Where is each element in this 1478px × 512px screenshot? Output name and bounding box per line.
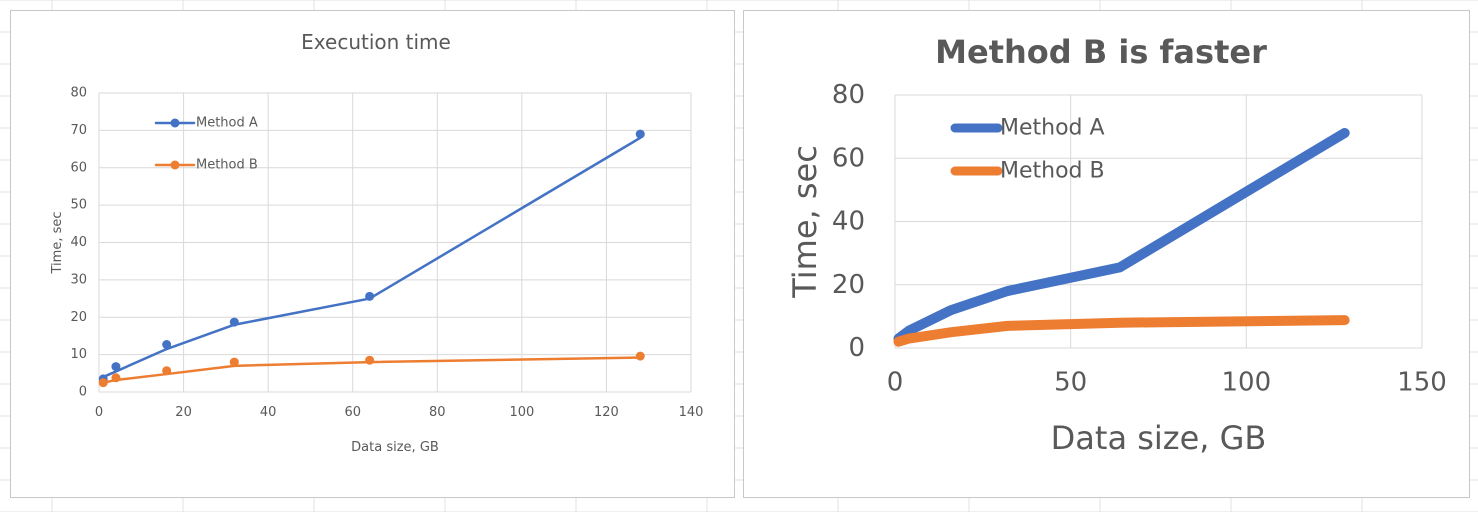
x-tick-label: 80 (429, 405, 446, 420)
data-point-method-a (162, 340, 172, 350)
x-tick-label: 50 (1054, 367, 1087, 397)
y-tick-label: 40 (70, 235, 87, 250)
legend-label-method-a: Method A (1000, 116, 1105, 141)
x-axis-label: Data size, GB (1051, 419, 1267, 457)
x-tick-label: 0 (887, 367, 904, 397)
y-tick-label: 20 (832, 270, 865, 300)
series-line-method-a (101, 136, 642, 379)
x-tick-label: 140 (679, 405, 704, 420)
y-tick-label: 50 (70, 198, 87, 213)
x-tick-label: 40 (260, 405, 277, 420)
y-tick-label: 80 (70, 86, 87, 101)
y-tick-label: 0 (79, 385, 87, 400)
legend-label-method-b: Method B (196, 158, 258, 173)
y-tick-label: 20 (70, 310, 87, 325)
series-line-method-a (893, 127, 1350, 344)
data-point-method-b (98, 378, 108, 388)
y-tick-label: 60 (70, 160, 87, 175)
legend-marker (170, 118, 180, 128)
data-point-method-b (365, 355, 375, 365)
y-tick-label: 30 (70, 272, 87, 287)
chart-execution-time[interactable]: 0 10 20 30 40 50 60 70 80 0 20 40 60 80 100 120 140 Execu… (10, 10, 735, 498)
x-tick-label: 100 (509, 405, 534, 420)
y-axis-label: Time, sec (50, 212, 65, 275)
x-tick-label: 0 (95, 405, 103, 420)
data-point-method-a (229, 317, 239, 327)
y-tick-label: 10 (70, 347, 87, 362)
y-tick-label: 40 (832, 207, 865, 237)
y-tick-label: 70 (70, 123, 87, 138)
legend-label-method-b: Method B (1000, 159, 1105, 184)
x-axis-label: Data size, GB (351, 440, 439, 455)
data-point-method-a (365, 291, 375, 301)
chart-method-b-faster[interactable]: 0 20 40 60 80 0 50 100 150 Method B is faster Data… (743, 10, 1470, 498)
y-tick-label: 60 (832, 143, 865, 173)
legend-label-method-a: Method A (196, 116, 258, 131)
data-point-method-a (635, 129, 645, 139)
data-point-method-a (111, 362, 121, 372)
y-axis-label: Time, sec (786, 145, 824, 299)
y-tick-label: 80 (832, 80, 865, 110)
x-tick-label: 60 (344, 405, 361, 420)
data-point-method-b (635, 351, 645, 361)
series-line-method-b (893, 315, 1350, 347)
legend-marker (170, 160, 180, 170)
chart-title: Execution time (301, 30, 451, 54)
data-point-method-b (162, 366, 172, 376)
x-tick-label: 100 (1222, 367, 1272, 397)
x-tick-label: 150 (1397, 367, 1447, 397)
data-point-method-b (229, 357, 239, 367)
x-tick-label: 20 (175, 405, 192, 420)
chart-right-plot: 0 20 40 60 80 0 50 100 150 Method B is faster Data… (786, 33, 1447, 457)
data-point-method-b (111, 373, 121, 383)
chart-left-plot: 0 10 20 30 40 50 60 70 80 0 20 40 60 80 100 120 140 Execu… (50, 30, 704, 455)
y-tick-label: 0 (848, 333, 865, 363)
x-tick-label: 120 (594, 405, 619, 420)
chart-title: Method B is faster (935, 33, 1267, 71)
